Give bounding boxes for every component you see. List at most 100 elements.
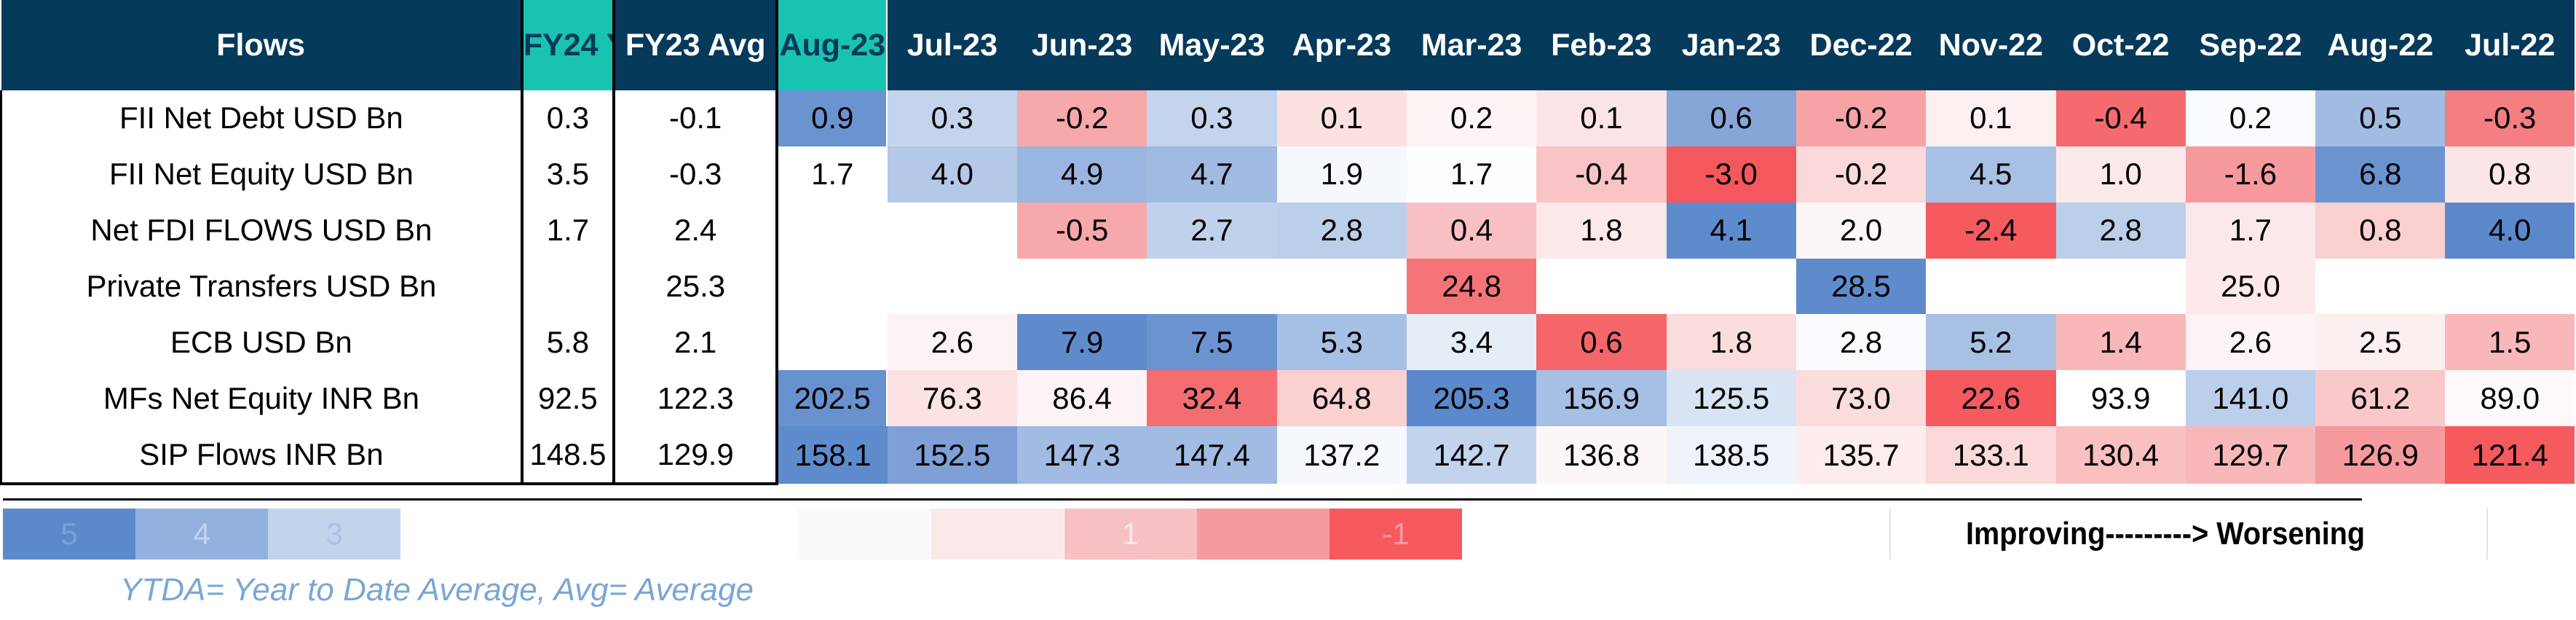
cell-month-value bbox=[1536, 258, 1667, 315]
cell-month-value bbox=[777, 202, 888, 259]
cell-month-value: 156.9 bbox=[1536, 370, 1667, 427]
legend-swatch: -1 bbox=[1330, 509, 1462, 560]
cell-month-value: 4.0 bbox=[2445, 202, 2575, 259]
cell-month-value bbox=[1666, 258, 1796, 315]
cell-month-value: 4.9 bbox=[1017, 146, 1147, 203]
cell-month-value: 61.2 bbox=[2315, 370, 2446, 427]
cell-month-value: -0.2 bbox=[1795, 146, 1927, 203]
cell-month-value: 25.0 bbox=[2185, 258, 2316, 315]
cell-month-value: 2.8 bbox=[1795, 314, 1927, 371]
legend-swatch bbox=[931, 509, 1064, 560]
cell-month-value: 3.4 bbox=[1406, 314, 1537, 371]
cell-month-value: 0.6 bbox=[1666, 90, 1796, 146]
column-header-flows: Flows bbox=[1, 0, 524, 90]
cell-month-value: 136.8 bbox=[1536, 426, 1667, 484]
cell-month-value: 135.7 bbox=[1795, 426, 1927, 484]
cell-month-value: 205.3 bbox=[1406, 370, 1537, 427]
column-header-aug-23: Aug-23 bbox=[777, 0, 888, 90]
cell-month-value: 141.0 bbox=[2185, 370, 2316, 427]
column-header-jun-23: Jun-23 bbox=[1017, 0, 1147, 90]
cell-month-value: 0.1 bbox=[1536, 90, 1667, 146]
cell-month-value: 64.8 bbox=[1276, 370, 1407, 427]
legend-swatch: 4 bbox=[135, 509, 269, 560]
legend-swatch bbox=[400, 509, 534, 560]
cell-fy23-avg: -0.1 bbox=[614, 90, 779, 146]
column-header-jul-22: Jul-22 bbox=[2445, 0, 2575, 90]
cell-fy23-avg: 2.1 bbox=[614, 314, 779, 371]
legend-separator bbox=[1889, 509, 1891, 560]
legend-swatch bbox=[666, 509, 799, 560]
cell-month-value: 2.8 bbox=[2055, 202, 2186, 259]
cell-month-value: 24.8 bbox=[1406, 258, 1537, 315]
cell-month-value: 89.0 bbox=[2445, 370, 2575, 427]
legend-swatch: 5 bbox=[3, 509, 135, 560]
column-header-nov-22: Nov-22 bbox=[1926, 0, 2056, 90]
cell-month-value: 0.8 bbox=[2315, 202, 2446, 259]
cell-fy23-avg: 129.9 bbox=[614, 426, 779, 485]
cell-month-value: 1.9 bbox=[1276, 146, 1407, 203]
cell-month-value: 32.4 bbox=[1147, 370, 1277, 427]
cell-fy23-avg: 2.4 bbox=[614, 202, 779, 259]
table-body: FII Net Debt USD Bn 0.3 -0.1 0.9 0.3 -0.2 0.3 0… bbox=[0, 90, 2575, 485]
legend-divider-line bbox=[3, 498, 2362, 501]
table-row: Net FDI FLOWS USD Bn 1.7 2.4 -0.5 2.7 2.8 0.4 1… bbox=[0, 202, 2575, 259]
cell-month-value: -2.4 bbox=[1926, 202, 2056, 259]
legend-swatch: 3 bbox=[268, 509, 401, 560]
legend-separator bbox=[2486, 509, 2488, 560]
cell-month-value bbox=[1276, 258, 1407, 315]
table-row: FII Net Debt USD Bn 0.3 -0.1 0.9 0.3 -0.2 0.3 0… bbox=[0, 90, 2575, 146]
row-label: Net FDI FLOWS USD Bn bbox=[0, 202, 524, 259]
cell-month-value: 147.3 bbox=[1017, 426, 1147, 484]
column-header-sep-22: Sep-22 bbox=[2185, 0, 2316, 90]
cell-month-value: 2.6 bbox=[2185, 314, 2316, 371]
legend-direction-text: Improving---------> Worsening bbox=[1966, 516, 2366, 552]
cell-month-value: 76.3 bbox=[887, 370, 1018, 427]
cell-month-value: -0.4 bbox=[2055, 90, 2186, 146]
cell-month-value: 137.2 bbox=[1276, 426, 1407, 484]
cell-month-value: 4.0 bbox=[887, 146, 1018, 203]
cell-month-value: 0.8 bbox=[2445, 146, 2575, 203]
cell-month-value: 1.0 bbox=[2055, 146, 2186, 203]
cell-month-value: 4.7 bbox=[1147, 146, 1277, 203]
cell-month-value: 93.9 bbox=[2055, 370, 2186, 427]
cell-month-value bbox=[887, 258, 1018, 315]
column-header-may-23: May-23 bbox=[1147, 0, 1277, 90]
column-header-feb-23: Feb-23 bbox=[1536, 0, 1667, 90]
cell-month-value: 1.7 bbox=[777, 146, 888, 203]
table-row: SIP Flows INR Bn 148.5 129.9 158.1 152.5 147.… bbox=[0, 426, 2575, 485]
cell-month-value: 0.3 bbox=[1147, 90, 1277, 146]
cell-month-value: 0.4 bbox=[1406, 202, 1537, 259]
cell-fy24-ytda: 1.7 bbox=[521, 202, 616, 259]
row-label: SIP Flows INR Bn bbox=[0, 426, 524, 485]
cell-month-value: -0.2 bbox=[1017, 90, 1147, 146]
cell-month-value bbox=[2055, 258, 2186, 315]
cell-month-value bbox=[887, 202, 1018, 259]
cell-month-value bbox=[777, 314, 888, 371]
cell-month-value: 28.5 bbox=[1795, 258, 1927, 315]
cell-month-value: 7.9 bbox=[1017, 314, 1147, 371]
table-row: FII Net Equity USD Bn 3.5 -0.3 1.7 4.0 4.9 4.7… bbox=[0, 146, 2575, 203]
footnote: YTDA= Year to Date Average, Avg= Average bbox=[120, 572, 754, 608]
cell-month-value: 152.5 bbox=[887, 426, 1018, 484]
cell-month-value: 125.5 bbox=[1666, 370, 1796, 427]
cell-fy24-ytda: 0.3 bbox=[521, 90, 616, 146]
cell-month-value: 2.0 bbox=[1795, 202, 1927, 259]
cell-month-value: 142.7 bbox=[1406, 426, 1537, 484]
cell-month-value: -0.4 bbox=[1536, 146, 1667, 203]
cell-month-value: -0.3 bbox=[2445, 90, 2575, 146]
cell-month-value: 2.6 bbox=[887, 314, 1018, 371]
cell-fy23-avg: 25.3 bbox=[614, 258, 779, 315]
column-header-fy24-ytda: FY24 YTDA bbox=[521, 0, 616, 90]
cell-month-value: 1.8 bbox=[1666, 314, 1796, 371]
cell-fy24-ytda bbox=[521, 258, 616, 315]
header-row: Flows FY24 YTDA FY23 Avg Aug-23 Jul-23 J… bbox=[1, 0, 2575, 90]
row-label: FII Net Equity USD Bn bbox=[0, 146, 524, 203]
column-header-fy23-avg: FY23 Avg bbox=[614, 0, 779, 90]
cell-month-value: 1.4 bbox=[2055, 314, 2186, 371]
cell-month-value: 121.4 bbox=[2445, 426, 2575, 484]
cell-month-value: 0.6 bbox=[1536, 314, 1667, 371]
cell-month-value: 5.2 bbox=[1926, 314, 2056, 371]
row-label: ECB USD Bn bbox=[0, 314, 524, 371]
cell-month-value bbox=[777, 258, 888, 315]
cell-month-value: 147.4 bbox=[1147, 426, 1277, 484]
